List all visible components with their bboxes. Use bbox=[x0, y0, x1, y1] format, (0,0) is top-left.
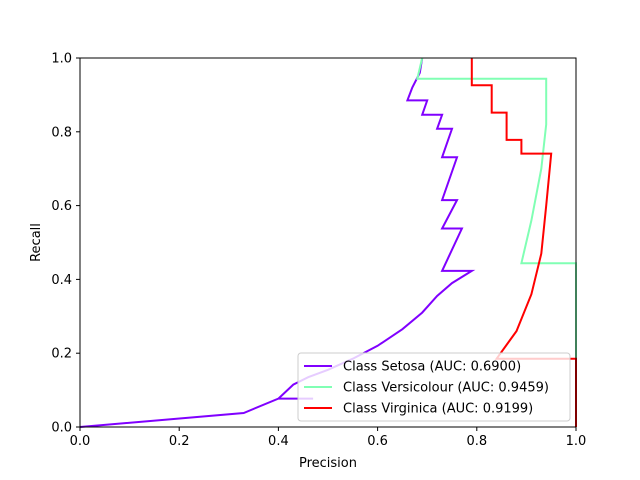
x-tick-label: 0.0 bbox=[70, 434, 91, 449]
legend-label-1: Class Setosa (AUC: 0.6900) bbox=[343, 360, 521, 375]
series-line-3 bbox=[470, 58, 577, 427]
legend: Class Setosa (AUC: 0.6900) Class Versicol… bbox=[297, 352, 571, 422]
x-tick-label: 0.6 bbox=[367, 434, 388, 449]
y-axis-ticks: 0.0 0.2 0.4 0.6 0.8 1.0 bbox=[51, 52, 80, 436]
y-tick-label: 1.0 bbox=[51, 52, 72, 67]
y-tick-label: 0.8 bbox=[51, 125, 72, 140]
x-tick-label: 0.8 bbox=[466, 434, 487, 449]
legend-label-3: Class Virginica (AUC: 0.9199) bbox=[343, 402, 533, 417]
legend-label-2: Class Versicolour (AUC: 0.9459) bbox=[343, 381, 549, 396]
x-axis-label: Precision bbox=[299, 456, 357, 471]
x-tick-label: 1.0 bbox=[566, 434, 587, 449]
x-tick-label: 0.4 bbox=[268, 434, 289, 449]
legend-box bbox=[297, 352, 571, 422]
y-tick-label: 0.6 bbox=[51, 199, 72, 214]
y-tick-label: 0.4 bbox=[51, 273, 72, 288]
x-axis-ticks: 0.0 0.2 0.4 0.6 0.8 1.0 bbox=[70, 427, 587, 449]
series-line-1 bbox=[79, 57, 476, 428]
y-tick-label: 0.2 bbox=[51, 347, 72, 362]
series-line-2 bbox=[416, 57, 577, 427]
y-tick-label: 0.0 bbox=[51, 421, 72, 436]
plot-frame bbox=[79, 57, 577, 428]
series-layer bbox=[79, 57, 577, 428]
x-tick-label: 0.2 bbox=[169, 434, 190, 449]
y-axis-label: Recall bbox=[29, 223, 44, 262]
